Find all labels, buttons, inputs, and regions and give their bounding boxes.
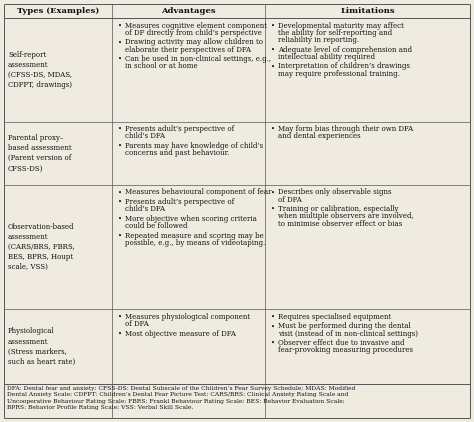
Text: •: • (271, 22, 275, 30)
Text: Measures cognitive element component: Measures cognitive element component (125, 22, 267, 30)
Text: •: • (118, 198, 122, 206)
Text: •: • (271, 339, 275, 347)
Text: Drawing activity may allow children to: Drawing activity may allow children to (125, 38, 263, 46)
Text: •: • (271, 188, 275, 196)
Text: of DF directly from child’s perspective: of DF directly from child’s perspective (125, 29, 262, 37)
Text: •: • (271, 46, 275, 54)
Text: Measures behavioural component of fear: Measures behavioural component of fear (125, 188, 272, 196)
Text: of DFA: of DFA (125, 320, 149, 328)
Text: elaborate their perspectives of DFA: elaborate their perspectives of DFA (125, 46, 251, 54)
Text: Parents may have knowledge of child’s: Parents may have knowledge of child’s (125, 142, 263, 150)
Text: concerns and past behaviour.: concerns and past behaviour. (125, 149, 229, 157)
Text: possible, e.g., by means of videotaping.: possible, e.g., by means of videotaping. (125, 239, 265, 247)
Text: Measures physiological component: Measures physiological component (125, 313, 250, 321)
Text: Presents adult’s perspective of: Presents adult’s perspective of (125, 198, 234, 206)
Text: Training or calibration, especially: Training or calibration, especially (278, 205, 399, 213)
Text: Must be performed during the dental: Must be performed during the dental (278, 322, 410, 330)
Text: to minimise observer effect or bias: to minimise observer effect or bias (278, 220, 402, 228)
Text: may require professional training.: may require professional training. (278, 70, 400, 78)
Text: •: • (271, 322, 275, 330)
Text: •: • (271, 205, 275, 213)
Text: Adequate level of comprehension and: Adequate level of comprehension and (278, 46, 412, 54)
Text: •: • (118, 142, 122, 150)
Text: Describes only observable signs: Describes only observable signs (278, 188, 392, 196)
Text: •: • (271, 62, 275, 70)
Text: child’s DFA: child’s DFA (125, 132, 165, 140)
Text: Physiological
assessment
(Stress markers,
such as heart rate): Physiological assessment (Stress markers… (8, 327, 75, 366)
Text: reliability in reporting.: reliability in reporting. (278, 36, 359, 44)
Text: of DFA: of DFA (278, 195, 302, 203)
Text: •: • (118, 232, 122, 240)
Text: •: • (118, 125, 122, 133)
Text: visit (instead of in non-clinical settings): visit (instead of in non-clinical settin… (278, 330, 418, 338)
Text: Observation-based
assessment
(CARS/BRS, FBRS,
BES, BPRS, Houpt
scale, VSS): Observation-based assessment (CARS/BRS, … (8, 223, 75, 271)
Text: •: • (271, 125, 275, 133)
Text: •: • (118, 330, 122, 338)
Text: Interpretation of children’s drawings: Interpretation of children’s drawings (278, 62, 410, 70)
Text: Advantages: Advantages (161, 7, 216, 15)
Text: child’s DFA: child’s DFA (125, 205, 165, 213)
Text: •: • (118, 38, 122, 46)
Text: •: • (271, 313, 275, 321)
Text: when multiple observers are involved,: when multiple observers are involved, (278, 213, 414, 220)
Text: Requires specialised equipment: Requires specialised equipment (278, 313, 391, 321)
Text: Developmental maturity may affect: Developmental maturity may affect (278, 22, 404, 30)
Text: Most objective measure of DFA: Most objective measure of DFA (125, 330, 236, 338)
Text: in school or at home: in school or at home (125, 62, 198, 70)
Text: fear-provoking measuring procedures: fear-provoking measuring procedures (278, 346, 413, 354)
Text: Parental proxy–
based assessment
(Parent version of
CFSS-DS): Parental proxy– based assessment (Parent… (8, 134, 72, 172)
Text: •: • (118, 188, 122, 196)
Text: could be followed: could be followed (125, 222, 188, 230)
Text: Presents adult’s perspective of: Presents adult’s perspective of (125, 125, 234, 133)
Text: Types (Examples): Types (Examples) (17, 7, 99, 15)
Text: the ability for self-reporting and: the ability for self-reporting and (278, 29, 392, 37)
Text: •: • (118, 22, 122, 30)
Text: and dental experiences: and dental experiences (278, 132, 361, 140)
Text: Self-report
assessment
(CFSS-DS, MDAS,
CDFPT, drawings): Self-report assessment (CFSS-DS, MDAS, C… (8, 51, 72, 89)
Text: •: • (118, 55, 122, 63)
Text: •: • (118, 215, 122, 223)
Text: DFA: Dental fear and anxiety; CFSS-DS: Dental Subscale of the Children’s Fear Su: DFA: Dental fear and anxiety; CFSS-DS: D… (7, 386, 356, 410)
Text: •: • (118, 313, 122, 321)
Text: More objective when scoring criteria: More objective when scoring criteria (125, 215, 257, 223)
Text: intellectual ability required: intellectual ability required (278, 53, 375, 61)
Text: Observer effect due to invasive and: Observer effect due to invasive and (278, 339, 404, 347)
Text: Repeated measure and scoring may be: Repeated measure and scoring may be (125, 232, 264, 240)
Text: Can be used in non-clinical settings, e.g.,: Can be used in non-clinical settings, e.… (125, 55, 271, 63)
Text: Limitations: Limitations (340, 7, 395, 15)
Text: May form bias through their own DFA: May form bias through their own DFA (278, 125, 413, 133)
